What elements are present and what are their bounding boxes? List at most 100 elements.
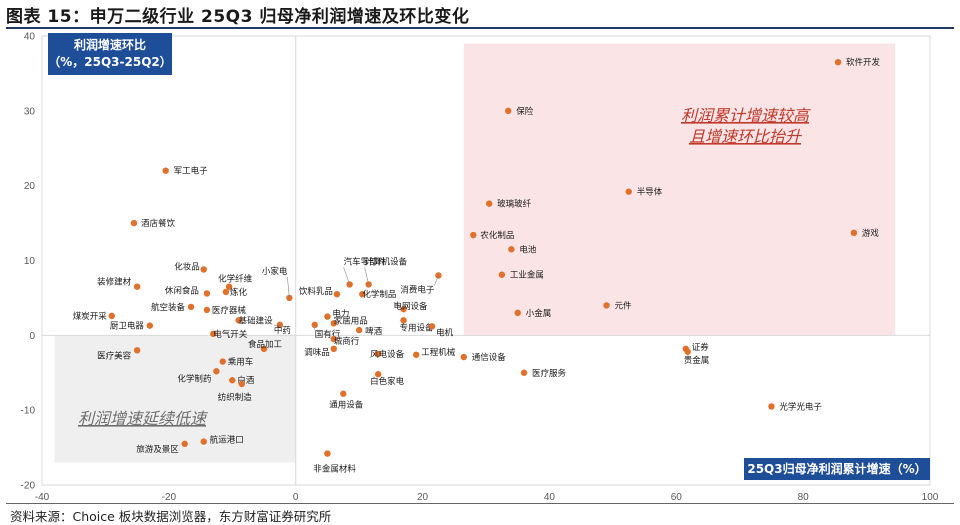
chart-annotation-layer: 利润增速环比 （%，25Q3-25Q2） 25Q3归母净利润累计增速（%） 利润累计增… <box>48 33 930 480</box>
data-point <box>210 330 217 338</box>
point-label: 汽车零部件 <box>344 256 387 267</box>
data-point <box>162 167 169 174</box>
point-label: 国有行 <box>315 329 341 340</box>
point-label: 航运港口 <box>210 435 244 446</box>
point-label: 玻璃玻纤 <box>497 199 532 210</box>
data-point <box>470 231 477 239</box>
point-label: 电网设备 <box>394 301 429 312</box>
data-point <box>413 351 420 358</box>
point-label: 军工电子 <box>174 166 209 177</box>
data-point <box>238 380 245 388</box>
y-tick-label: 0 <box>29 331 35 342</box>
data-point <box>108 312 115 320</box>
point-label: 小家电 <box>262 266 288 277</box>
point-label: 饮料乳品 <box>299 286 333 297</box>
point-label: 电机 <box>436 327 454 338</box>
point-label: 中药 <box>274 325 291 336</box>
y-tick-label: 40 <box>24 32 36 43</box>
data-point <box>359 290 366 298</box>
point-label: 装修建材 <box>97 277 132 288</box>
y-axis-label-line: 利润增速环比 <box>74 37 146 52</box>
x-tick-label: -20 <box>162 492 177 503</box>
point-label: 化学纤维 <box>218 274 253 285</box>
point-label: 光学光电子 <box>779 401 822 412</box>
data-point <box>514 309 521 317</box>
x-tick-label: 80 <box>798 492 810 503</box>
data-point <box>311 321 318 329</box>
point-label: 保险 <box>516 106 534 117</box>
label-leader-line <box>393 301 404 310</box>
y-tick-label: -10 <box>21 406 36 417</box>
point-label: 元件 <box>615 300 633 311</box>
point-label: 啤酒 <box>365 326 383 337</box>
data-point <box>200 266 207 273</box>
data-point <box>213 368 220 375</box>
data-point <box>834 58 842 66</box>
data-point <box>603 302 610 309</box>
point-label: 电池 <box>519 244 537 255</box>
x-axis-label: 25Q3归母净利润累计增速（%） <box>747 461 926 476</box>
x-tick-label: -40 <box>35 492 50 503</box>
data-point <box>133 347 141 354</box>
source-note: 资料来源：Choice 板块数据浏览器，东方财富证券研究所 <box>10 509 332 524</box>
source-divider <box>6 503 954 504</box>
data-point <box>520 369 528 376</box>
point-label: 食品加工 <box>248 339 283 350</box>
data-point <box>235 317 242 324</box>
point-label: 工程机械 <box>421 347 456 358</box>
point-label: 家居用品 <box>334 315 368 326</box>
point-label: 工业金属 <box>510 270 544 281</box>
label-leader-line <box>273 324 280 327</box>
point-label: 白色家电 <box>370 376 405 387</box>
point-label: 白酒 <box>237 375 255 386</box>
data-point <box>684 348 691 355</box>
x-tick-label: 20 <box>417 492 429 503</box>
data-point <box>324 313 331 320</box>
data-point <box>324 450 331 457</box>
point-label: 风电设备 <box>370 349 405 360</box>
data-point <box>768 403 775 410</box>
point-label: 计算机设备 <box>365 256 408 267</box>
quadrant-top-right-shade <box>463 43 896 336</box>
data-point <box>485 200 493 207</box>
point-label: 专用设备 <box>400 322 435 333</box>
data-point <box>203 306 211 314</box>
quadrant-top-right-annotation: 利润累计增速较高 <box>681 106 811 125</box>
point-label: 通信设备 <box>472 352 507 363</box>
y-tick-label: 20 <box>24 181 36 192</box>
data-point <box>187 303 195 311</box>
point-label: 基础建设 <box>239 315 274 326</box>
data-point <box>219 358 226 365</box>
label-leader-line <box>434 275 439 286</box>
point-label: 农化制品 <box>480 230 514 241</box>
data-point <box>222 288 230 296</box>
data-point <box>460 353 467 361</box>
data-point <box>850 229 858 237</box>
quadrant-bottom-left-shade <box>54 335 296 463</box>
x-tick-label: 60 <box>671 492 683 503</box>
data-point <box>146 322 154 329</box>
point-label: 航空装备 <box>151 302 186 313</box>
y-axis-label-box <box>48 33 172 75</box>
y-axis-label-line: （%，25Q3-25Q2） <box>48 54 172 69</box>
point-label: 酒店餐饮 <box>141 218 176 229</box>
point-label: 医疗服务 <box>532 368 567 379</box>
data-point <box>340 390 347 397</box>
point-label: 消费电子 <box>400 284 435 295</box>
data-point <box>181 440 188 448</box>
point-label: 调味品 <box>304 347 330 358</box>
x-tick-label: 100 <box>922 492 939 503</box>
point-label: 医疗美容 <box>97 350 132 361</box>
data-point <box>130 219 138 227</box>
point-label: 电气开关 <box>213 329 248 340</box>
point-label: 游戏 <box>862 228 880 239</box>
y-tick-label: 30 <box>24 106 36 117</box>
data-point <box>333 290 341 298</box>
point-label: 通用设备 <box>329 400 364 411</box>
title-divider <box>6 27 954 29</box>
data-point <box>260 345 268 353</box>
data-point <box>330 345 337 353</box>
y-tick-label: -20 <box>21 481 36 492</box>
